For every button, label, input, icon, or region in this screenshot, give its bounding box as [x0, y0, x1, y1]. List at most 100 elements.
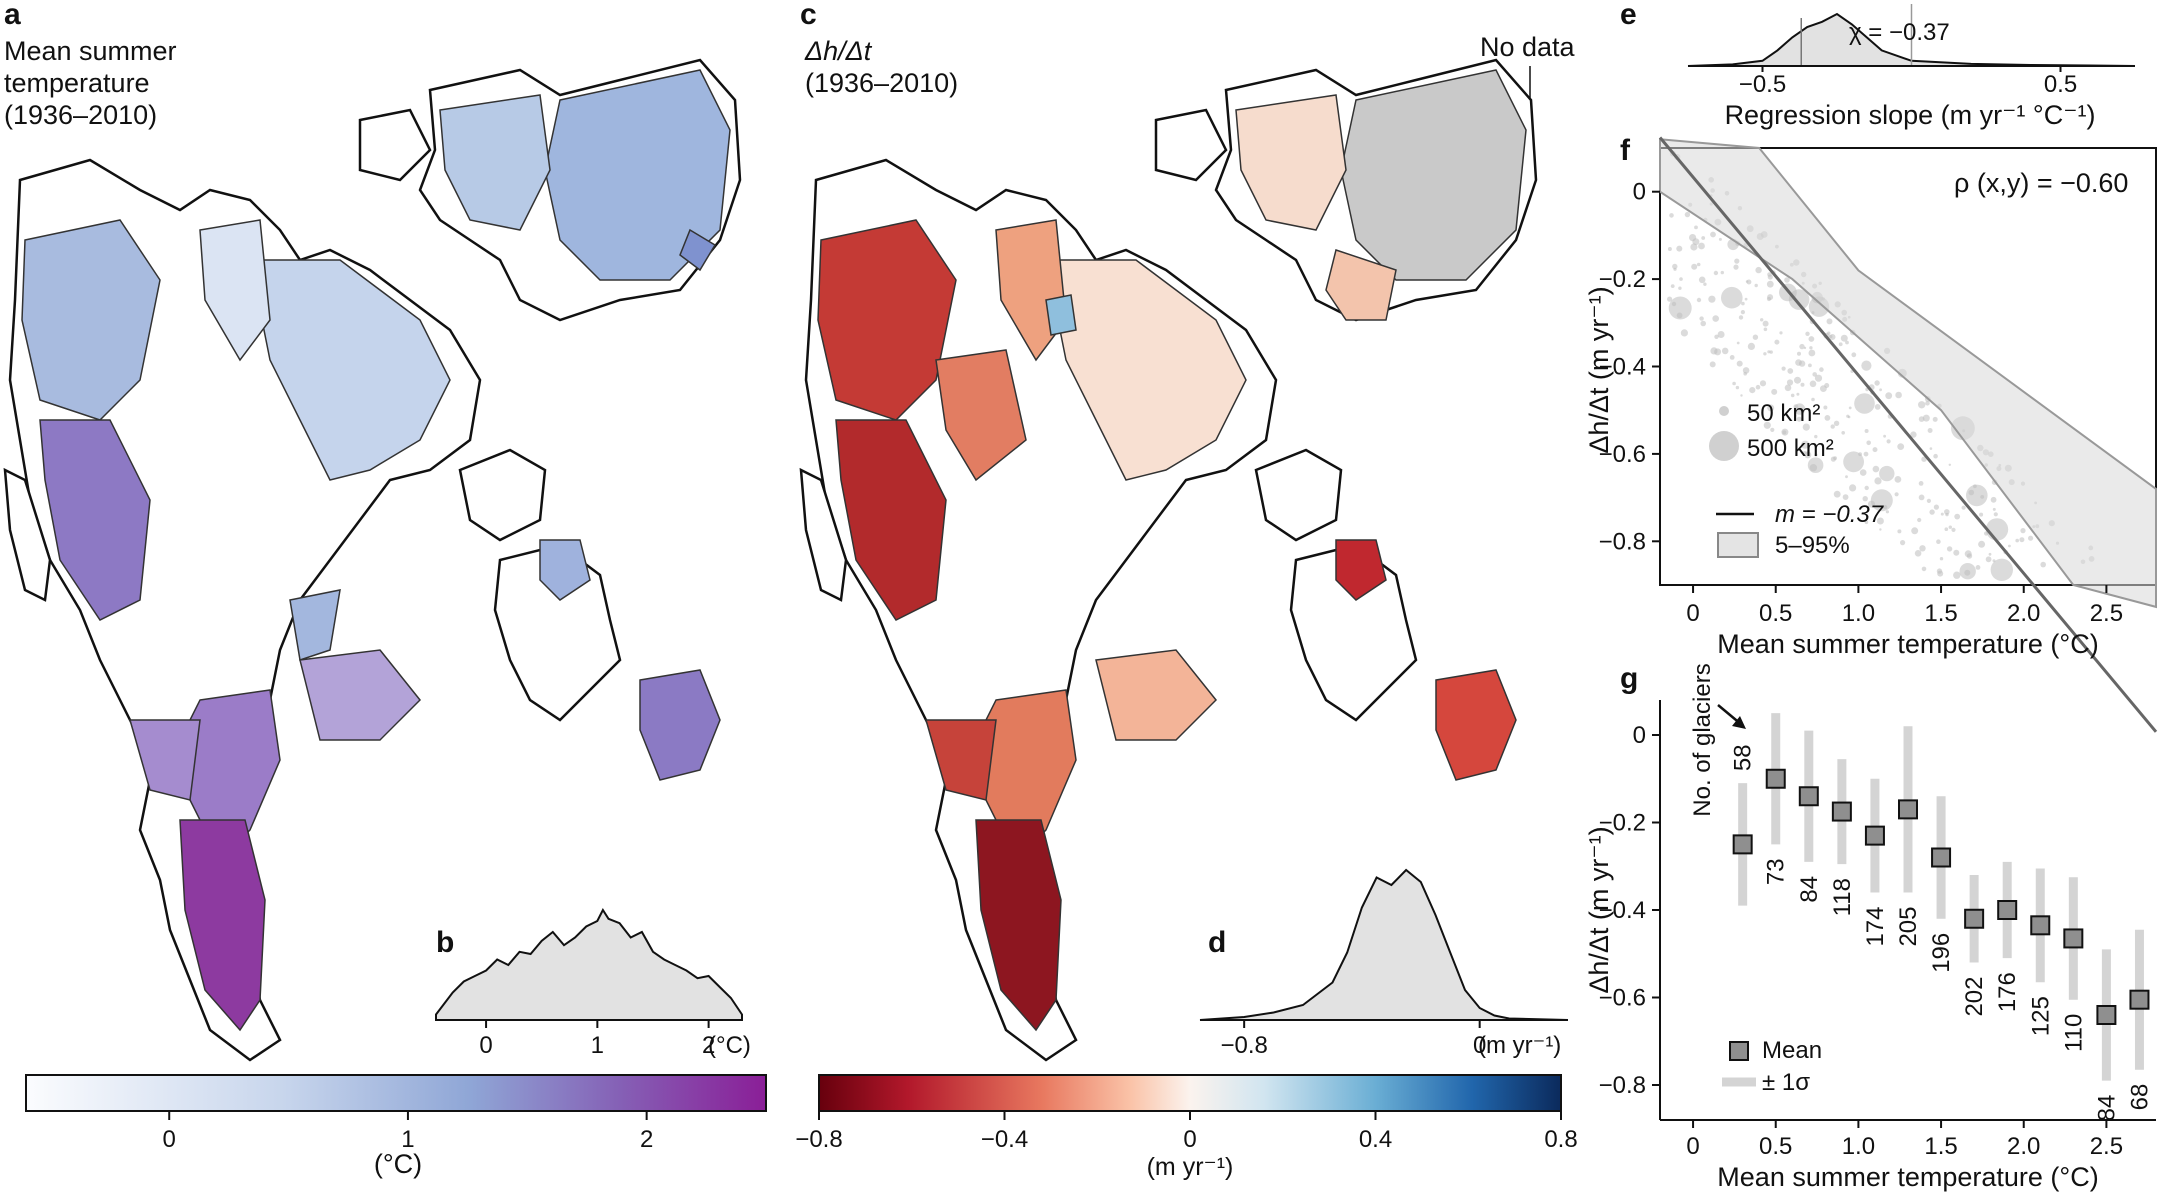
scatter-point	[1786, 379, 1794, 386]
line-legend-label: m = −0.37	[1775, 501, 1885, 528]
scatter-point	[1918, 494, 1925, 501]
mean-marker	[2063, 928, 2084, 949]
panel-title: Mean summer	[4, 36, 177, 66]
scatter-point	[1713, 270, 1719, 276]
glacier-count-label: 125	[2027, 996, 2054, 1036]
scatter-point	[1787, 368, 1794, 374]
count-axis-label: No. of glaciers	[1689, 663, 1716, 816]
scatter-point	[1759, 380, 1767, 387]
scatter-point	[1864, 485, 1869, 491]
size-legend-label: 50 km²	[1747, 400, 1820, 427]
x-axis-label: Regression slope (m yr⁻¹ °C⁻¹)	[1725, 100, 2096, 130]
scatter-point	[1701, 236, 1706, 240]
scatter-point	[1770, 427, 1775, 432]
dhdt-colorbar: −0.8 −0.4 0 0.4 0.8 (m yr⁻¹)	[795, 1074, 1578, 1181]
scatter-point	[1954, 513, 1961, 520]
scatter-point	[1879, 465, 1895, 482]
scatter-point	[1854, 393, 1875, 414]
scatter-point	[1749, 387, 1756, 394]
glacier-region	[1095, 649, 1218, 741]
scatter-point	[1763, 421, 1771, 429]
scatter-point	[1755, 384, 1761, 390]
panel-letter: b	[436, 926, 454, 959]
y-tick-label: −0.8	[1599, 528, 1646, 555]
band-legend-marker	[1717, 532, 1759, 558]
scatter-point	[1814, 453, 1818, 457]
scatter-point	[1703, 282, 1707, 286]
glacier-count-label: 202	[1961, 977, 1988, 1017]
scatter-point	[1814, 434, 1818, 439]
scatter-point	[1895, 391, 1902, 399]
scatter-point	[1992, 507, 1996, 511]
scatter-point	[1736, 341, 1740, 345]
scatter-point	[1760, 318, 1764, 322]
panel-letter: a	[4, 0, 21, 31]
no-data-label: No data	[1480, 32, 1576, 62]
glacier-count-label: 68	[2126, 1084, 2153, 1111]
scatter-point	[1883, 434, 1886, 438]
scatter-point	[1691, 263, 1698, 270]
x-axis-label: (m yr⁻¹)	[1478, 1032, 1561, 1059]
scatter-point	[1933, 453, 1938, 459]
glacier-count-label: 196	[1928, 933, 1955, 973]
scatter-point	[1833, 420, 1840, 426]
scatter-point	[1937, 570, 1944, 577]
scatter-point	[1990, 558, 2014, 581]
scatter-point	[1694, 225, 1698, 230]
scatter-point	[1718, 237, 1722, 241]
scatter-point	[1672, 263, 1678, 270]
scatter-point	[1802, 423, 1810, 431]
sd-bars	[1732, 713, 2150, 1081]
x-tick-label: 2.0	[2007, 1133, 2040, 1160]
glacier-region	[299, 649, 422, 741]
scatter-point	[1879, 528, 1882, 531]
y-ticks: 0 −0.2 −0.4 −0.6 −0.8	[1599, 179, 1660, 555]
scatter-point	[1951, 527, 1956, 533]
scatter-point	[1876, 517, 1884, 525]
scatter-point	[1794, 376, 1801, 384]
colorbar-tick-label: 0	[1183, 1126, 1196, 1153]
scatter-point	[1743, 371, 1747, 376]
scatter-point	[1933, 504, 1939, 510]
scatter-point	[1781, 366, 1786, 371]
scatter-point	[1796, 416, 1802, 422]
scatter-point	[1763, 327, 1768, 332]
scatter-point	[1710, 347, 1718, 355]
scatter-point	[2028, 535, 2034, 541]
mean-marker	[1732, 834, 1753, 855]
panel-title: Δh/Δt	[804, 36, 873, 66]
glacier-count-label: 174	[1862, 907, 1889, 947]
scatter-point	[1841, 431, 1845, 435]
scatter-point	[1744, 297, 1748, 301]
panel-f: f 0 0.5 1.0 1.5 2.0 2.5 0 −0.2 −0.4 −0.6 −0.8 ρ (…	[1584, 134, 2158, 733]
scatter-point	[1774, 339, 1780, 345]
x-tick-label: 1.5	[1924, 1133, 1957, 1160]
scatter-point	[1886, 439, 1891, 444]
scatter-point	[1714, 334, 1719, 339]
scatter-point	[1897, 443, 1905, 450]
scatter-point	[1910, 431, 1917, 438]
scatter-point	[1741, 301, 1745, 306]
scatter-point	[1794, 414, 1797, 417]
scatter-point	[1874, 477, 1882, 485]
mean-marker	[1864, 825, 1885, 846]
scatter-point	[1729, 355, 1735, 360]
mean-legend-marker	[1729, 1041, 1749, 1061]
scatter-point	[1670, 284, 1675, 288]
scatter-point	[1953, 549, 1960, 556]
glacier-region	[289, 589, 341, 661]
scatter-point	[2008, 544, 2011, 548]
scatter-point	[1827, 331, 1831, 335]
scatter-point	[1988, 552, 1992, 556]
x-tick-label: 1	[591, 1032, 604, 1059]
scatter-point	[1824, 415, 1831, 421]
glacier-region	[544, 69, 731, 281]
y-tick-label: 0	[1633, 722, 1646, 749]
scatter-point	[1979, 512, 1984, 517]
mean-marker	[1964, 908, 1985, 929]
scatter-point	[1699, 316, 1704, 321]
x-tick-label: 0.5	[1759, 1133, 1792, 1160]
x-tick-label: 2.5	[2090, 600, 2123, 627]
y-ticks: 0 −0.2 −0.4 −0.6 −0.8	[1599, 722, 1660, 1099]
